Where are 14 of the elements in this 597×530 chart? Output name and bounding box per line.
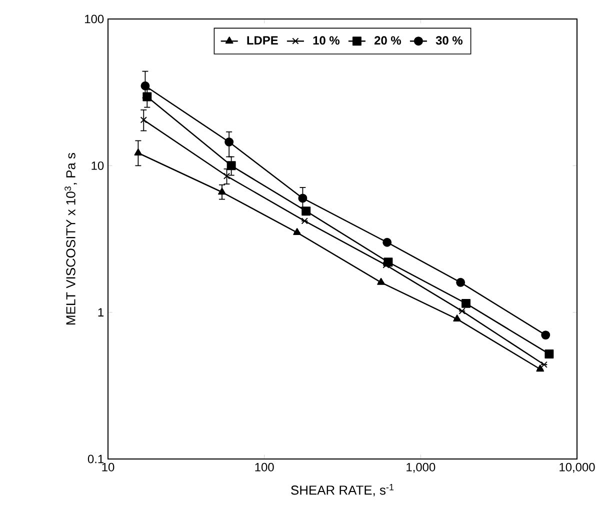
legend-label: 20 % xyxy=(374,36,401,45)
x-axis-title: SHEAR RATE, s$^{-1}$ xyxy=(291,484,394,496)
legend-label: 30 % xyxy=(436,36,462,45)
x-tick-label: 10 xyxy=(102,462,114,472)
x-tick-label: 10,000 xyxy=(560,462,595,473)
y-tick-label: 100 xyxy=(85,14,104,24)
y-tick-label: 1 xyxy=(98,308,104,316)
x-tick-label: 100 xyxy=(255,462,274,472)
y-tick-label: 10 xyxy=(92,161,104,170)
legend-label: 10 % xyxy=(313,36,340,45)
legend-label: LDPE xyxy=(247,36,278,44)
y-tick-label: 0.1 xyxy=(88,454,104,464)
y-axis-title: MELT VISCOSITY x 10$^{3}$, Pa s xyxy=(64,152,77,324)
x-tick-label: 1,000 xyxy=(406,462,436,473)
